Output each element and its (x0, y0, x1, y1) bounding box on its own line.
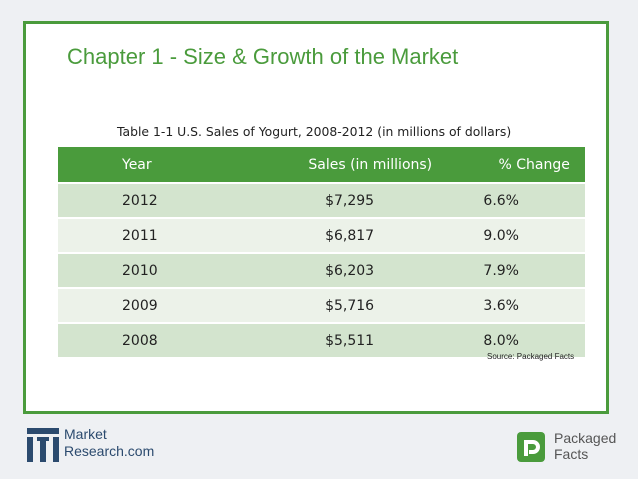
cell-sales: $5,511 (257, 322, 484, 357)
packaged-facts-line1: Packaged (554, 430, 617, 446)
cell-change: 8.0% (483, 322, 585, 357)
marketresearch-logo-icon (27, 428, 59, 462)
sales-table: Year Sales (in millions) % Change 2012 $… (58, 147, 585, 357)
table-row: 2008 $5,511 8.0% (58, 322, 585, 357)
cell-year: 2011 (58, 217, 258, 253)
table-row: 2012 $7,295 6.6% (58, 182, 585, 218)
marketresearch-line2: Research.com (64, 443, 155, 459)
marketresearch-line1: Market (64, 426, 107, 442)
cell-change: 9.0% (483, 217, 585, 253)
table-row: 2010 $6,203 7.9% (58, 252, 585, 288)
table-row: 2009 $5,716 3.6% (58, 287, 585, 323)
cell-year: 2009 (58, 287, 258, 323)
slide-title: Chapter 1 - Size & Growth of the Market (67, 44, 459, 69)
cell-year: 2012 (58, 182, 258, 218)
cell-change: 7.9% (483, 252, 585, 288)
header-year: Year (58, 147, 258, 183)
table-row: 2011 $6,817 9.0% (58, 217, 585, 253)
cell-year: 2008 (58, 322, 258, 357)
packaged-facts-logo-text: Packaged Facts (554, 430, 616, 462)
packaged-facts-line2: Facts (554, 446, 589, 462)
cell-sales: $7,295 (257, 182, 484, 218)
cell-year: 2010 (58, 252, 258, 288)
header-change: % Change (483, 147, 585, 183)
table-caption: Table 1-1 U.S. Sales of Yogurt, 2008-201… (117, 124, 512, 139)
table-header-row: Year Sales (in millions) % Change (58, 147, 585, 183)
cell-change: 6.6% (483, 182, 585, 218)
marketresearch-logo-text: Market Research.com (64, 426, 154, 460)
source-note: Source: Packaged Facts (487, 352, 575, 361)
cell-sales: $5,716 (257, 287, 484, 323)
header-sales: Sales (in millions) (257, 147, 484, 183)
cell-change: 3.6% (483, 287, 585, 323)
packaged-facts-logo-icon (517, 432, 545, 462)
cell-sales: $6,203 (257, 252, 484, 288)
cell-sales: $6,817 (257, 217, 484, 253)
